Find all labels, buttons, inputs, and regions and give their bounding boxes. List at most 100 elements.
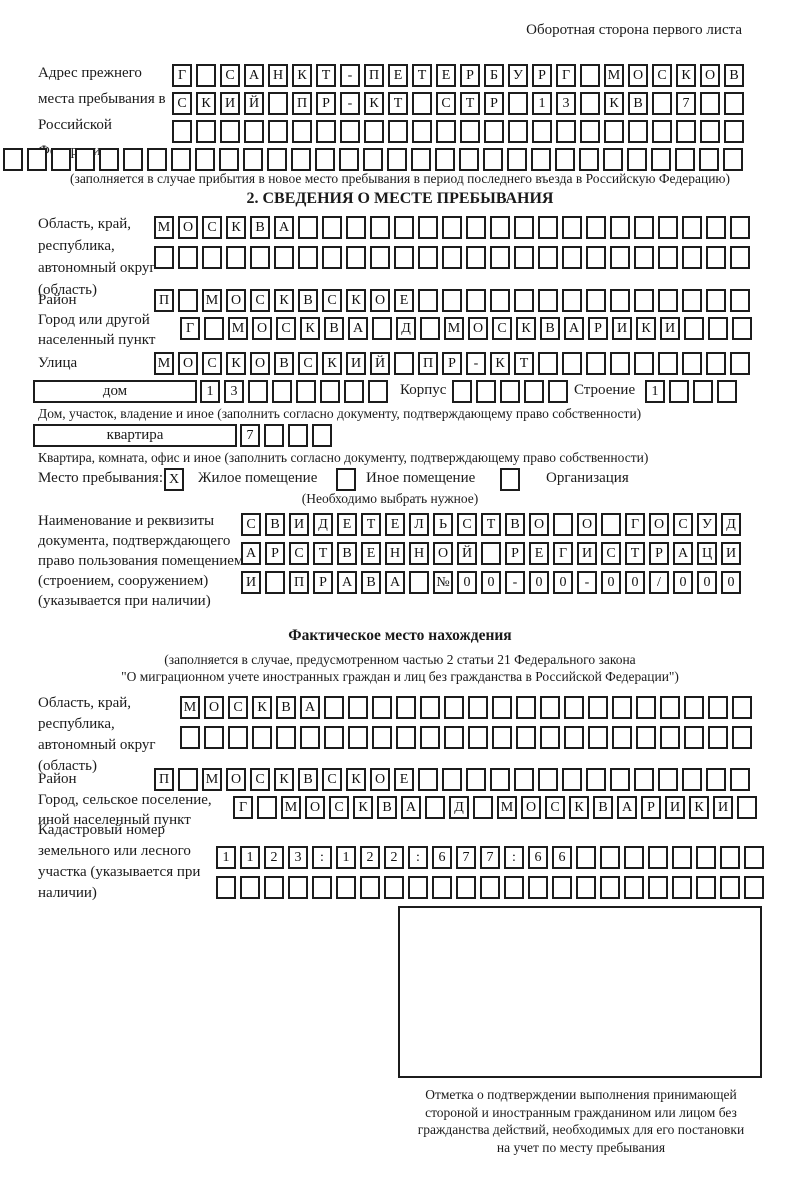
char-box — [409, 571, 429, 594]
header-note: Оборотная сторона первого листа — [526, 22, 742, 38]
char-box — [320, 380, 340, 403]
char-box — [586, 289, 606, 312]
char-box — [634, 768, 654, 791]
char-box — [418, 289, 438, 312]
prev-address-row-4 — [3, 148, 747, 171]
char-box — [562, 289, 582, 312]
char-box — [658, 246, 678, 269]
char-box — [636, 696, 656, 719]
char-box: А — [244, 64, 264, 87]
char-box — [442, 768, 462, 791]
char-box: И — [346, 352, 366, 375]
char-box: - — [577, 571, 597, 594]
char-box: С — [220, 64, 240, 87]
char-box: 0 — [457, 571, 477, 594]
char-box: Е — [394, 289, 414, 312]
char-box: М — [281, 796, 301, 819]
char-box — [316, 120, 336, 143]
char-box: О — [178, 216, 198, 239]
char-box — [456, 876, 476, 899]
char-box — [610, 246, 630, 269]
char-box: Й — [244, 92, 264, 115]
char-box — [322, 246, 342, 269]
char-box — [508, 120, 528, 143]
char-box: И — [577, 542, 597, 565]
oblast-row-2 — [154, 246, 754, 269]
char-box — [288, 876, 308, 899]
char-box: Т — [514, 352, 534, 375]
char-box: Р — [588, 317, 608, 340]
char-box: С — [322, 768, 342, 791]
char-box: К — [490, 352, 510, 375]
char-box — [425, 796, 445, 819]
char-box — [540, 696, 560, 719]
char-box — [603, 148, 623, 171]
char-box: Г — [556, 64, 576, 87]
char-box: Р — [460, 64, 480, 87]
char-box: Е — [394, 768, 414, 791]
char-box — [490, 289, 510, 312]
mesto-caption: (Необходимо выбрать нужное) — [301, 491, 479, 506]
char-box: А — [241, 542, 261, 565]
char-box: О — [204, 696, 224, 719]
document-row-3: И П Р А В А № 0 0-0 0-0 0/0 0 0 — [241, 571, 745, 594]
char-box: Р — [316, 92, 336, 115]
char-box: К — [346, 289, 366, 312]
char-box — [298, 216, 318, 239]
char-box: - — [466, 352, 486, 375]
char-box — [228, 726, 248, 749]
char-box — [196, 64, 216, 87]
char-box: И — [612, 317, 632, 340]
char-box: 6 — [528, 846, 548, 869]
char-box — [634, 246, 654, 269]
char-box: П — [154, 768, 174, 791]
char-box: М — [202, 289, 222, 312]
char-box: В — [274, 352, 294, 375]
char-box — [265, 571, 285, 594]
char-box — [706, 768, 726, 791]
char-box — [452, 380, 472, 403]
char-box: 0 — [601, 571, 621, 594]
section2-title: 2. СВЕДЕНИЯ О МЕСТЕ ПРЕБЫВАНИЯ — [246, 190, 554, 207]
char-box — [576, 846, 596, 869]
fakt-oblast-row-2 — [180, 726, 756, 749]
char-box — [490, 768, 510, 791]
char-box — [368, 380, 388, 403]
char-box — [360, 876, 380, 899]
char-box: К — [569, 796, 589, 819]
char-box — [435, 148, 455, 171]
char-box — [586, 216, 606, 239]
char-box — [268, 92, 288, 115]
char-box: Т — [625, 542, 645, 565]
char-box — [538, 289, 558, 312]
char-box: Т — [316, 64, 336, 87]
char-box: С — [329, 796, 349, 819]
char-box — [706, 289, 726, 312]
caption-line: Отметка о подтверждении выполнения прини… — [425, 1087, 737, 1102]
char-box — [730, 289, 750, 312]
char-box: С — [289, 542, 309, 565]
char-box: Ь — [433, 513, 453, 536]
char-box: Н — [268, 64, 288, 87]
char-box — [744, 876, 764, 899]
char-box — [178, 246, 198, 269]
char-box — [706, 352, 726, 375]
char-box: О — [370, 768, 390, 791]
char-box — [476, 380, 496, 403]
stamp-box — [398, 906, 762, 1078]
char-box — [732, 726, 752, 749]
char-box: С — [652, 64, 672, 87]
char-box — [264, 424, 284, 447]
char-box — [387, 148, 407, 171]
char-box: К — [322, 352, 342, 375]
option-zhiloe-label: Жилое помещение — [198, 470, 318, 486]
char-box — [658, 352, 678, 375]
char-box — [364, 120, 384, 143]
char-box: К — [604, 92, 624, 115]
char-box: У — [697, 513, 717, 536]
char-box: 7 — [240, 424, 260, 447]
char-box: П — [364, 64, 384, 87]
char-box — [610, 768, 630, 791]
